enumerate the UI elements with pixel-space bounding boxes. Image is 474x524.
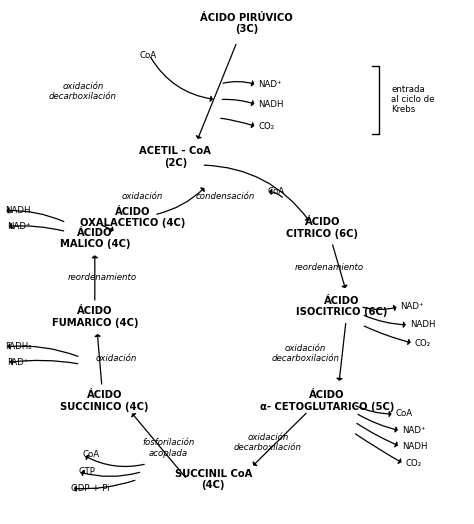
Text: ÁCIDO
CITRICO (6C): ÁCIDO CITRICO (6C) bbox=[286, 217, 358, 239]
Text: GDP + Pi: GDP + Pi bbox=[71, 484, 109, 493]
Text: FAD⁺: FAD⁺ bbox=[7, 358, 28, 367]
Text: NAD⁺: NAD⁺ bbox=[401, 302, 424, 311]
Text: ÁCIDO
ISOCITRICO (6C): ÁCIDO ISOCITRICO (6C) bbox=[296, 296, 387, 318]
Text: reordenamiento: reordenamiento bbox=[67, 273, 137, 282]
Text: CoA: CoA bbox=[83, 450, 100, 460]
Text: reordenamiento: reordenamiento bbox=[295, 263, 364, 272]
Text: NADH: NADH bbox=[402, 442, 428, 451]
Text: fosforilación
acoplada: fosforilación acoplada bbox=[142, 438, 194, 458]
Text: GTP: GTP bbox=[78, 467, 95, 476]
Text: NAD⁺: NAD⁺ bbox=[402, 426, 426, 435]
Text: ÁCIDO
SUCCINICO (4C): ÁCIDO SUCCINICO (4C) bbox=[60, 390, 148, 412]
Text: ÁCIDO
OXALACETICO (4C): ÁCIDO OXALACETICO (4C) bbox=[80, 206, 185, 228]
Text: NAD⁺: NAD⁺ bbox=[7, 222, 31, 231]
Text: oxidación
decarboxilación: oxidación decarboxilación bbox=[272, 344, 340, 364]
Text: FADH₂: FADH₂ bbox=[5, 342, 31, 352]
Text: CO₂: CO₂ bbox=[258, 122, 274, 132]
Text: ACETIL - CoA
(2C): ACETIL - CoA (2C) bbox=[139, 146, 211, 168]
Text: CoA: CoA bbox=[396, 409, 413, 419]
Text: SUCCINIL CoA
(4C): SUCCINIL CoA (4C) bbox=[174, 468, 252, 490]
Text: oxidación: oxidación bbox=[121, 192, 163, 201]
Text: condensación: condensación bbox=[195, 192, 255, 201]
Text: ÁCIDO
α- CETOGLUTARICO (5C): ÁCIDO α- CETOGLUTARICO (5C) bbox=[260, 390, 394, 412]
Text: CoA: CoA bbox=[140, 50, 157, 60]
Text: CO₂: CO₂ bbox=[405, 459, 421, 468]
Text: ÁCIDO PIRÚVICO
(3C): ÁCIDO PIRÚVICO (3C) bbox=[200, 13, 293, 35]
Text: oxidación
decarboxilación: oxidación decarboxilación bbox=[49, 82, 117, 102]
Text: NADH: NADH bbox=[5, 206, 30, 215]
Text: ÁCIDO
FUMARICO (4C): ÁCIDO FUMARICO (4C) bbox=[52, 306, 138, 328]
Text: NADH: NADH bbox=[258, 100, 284, 110]
Text: oxidación: oxidación bbox=[95, 354, 137, 364]
Text: CO₂: CO₂ bbox=[415, 339, 431, 348]
Text: entrada
al ciclo de
Krebs: entrada al ciclo de Krebs bbox=[391, 85, 435, 114]
Text: CoA: CoA bbox=[268, 187, 285, 196]
Text: NADH: NADH bbox=[410, 320, 436, 330]
Text: oxidación
decarboxilación: oxidación decarboxilación bbox=[234, 433, 302, 453]
Text: NAD⁺: NAD⁺ bbox=[258, 80, 282, 90]
Text: ÁCIDO
MALICO (4C): ÁCIDO MALICO (4C) bbox=[60, 227, 130, 249]
